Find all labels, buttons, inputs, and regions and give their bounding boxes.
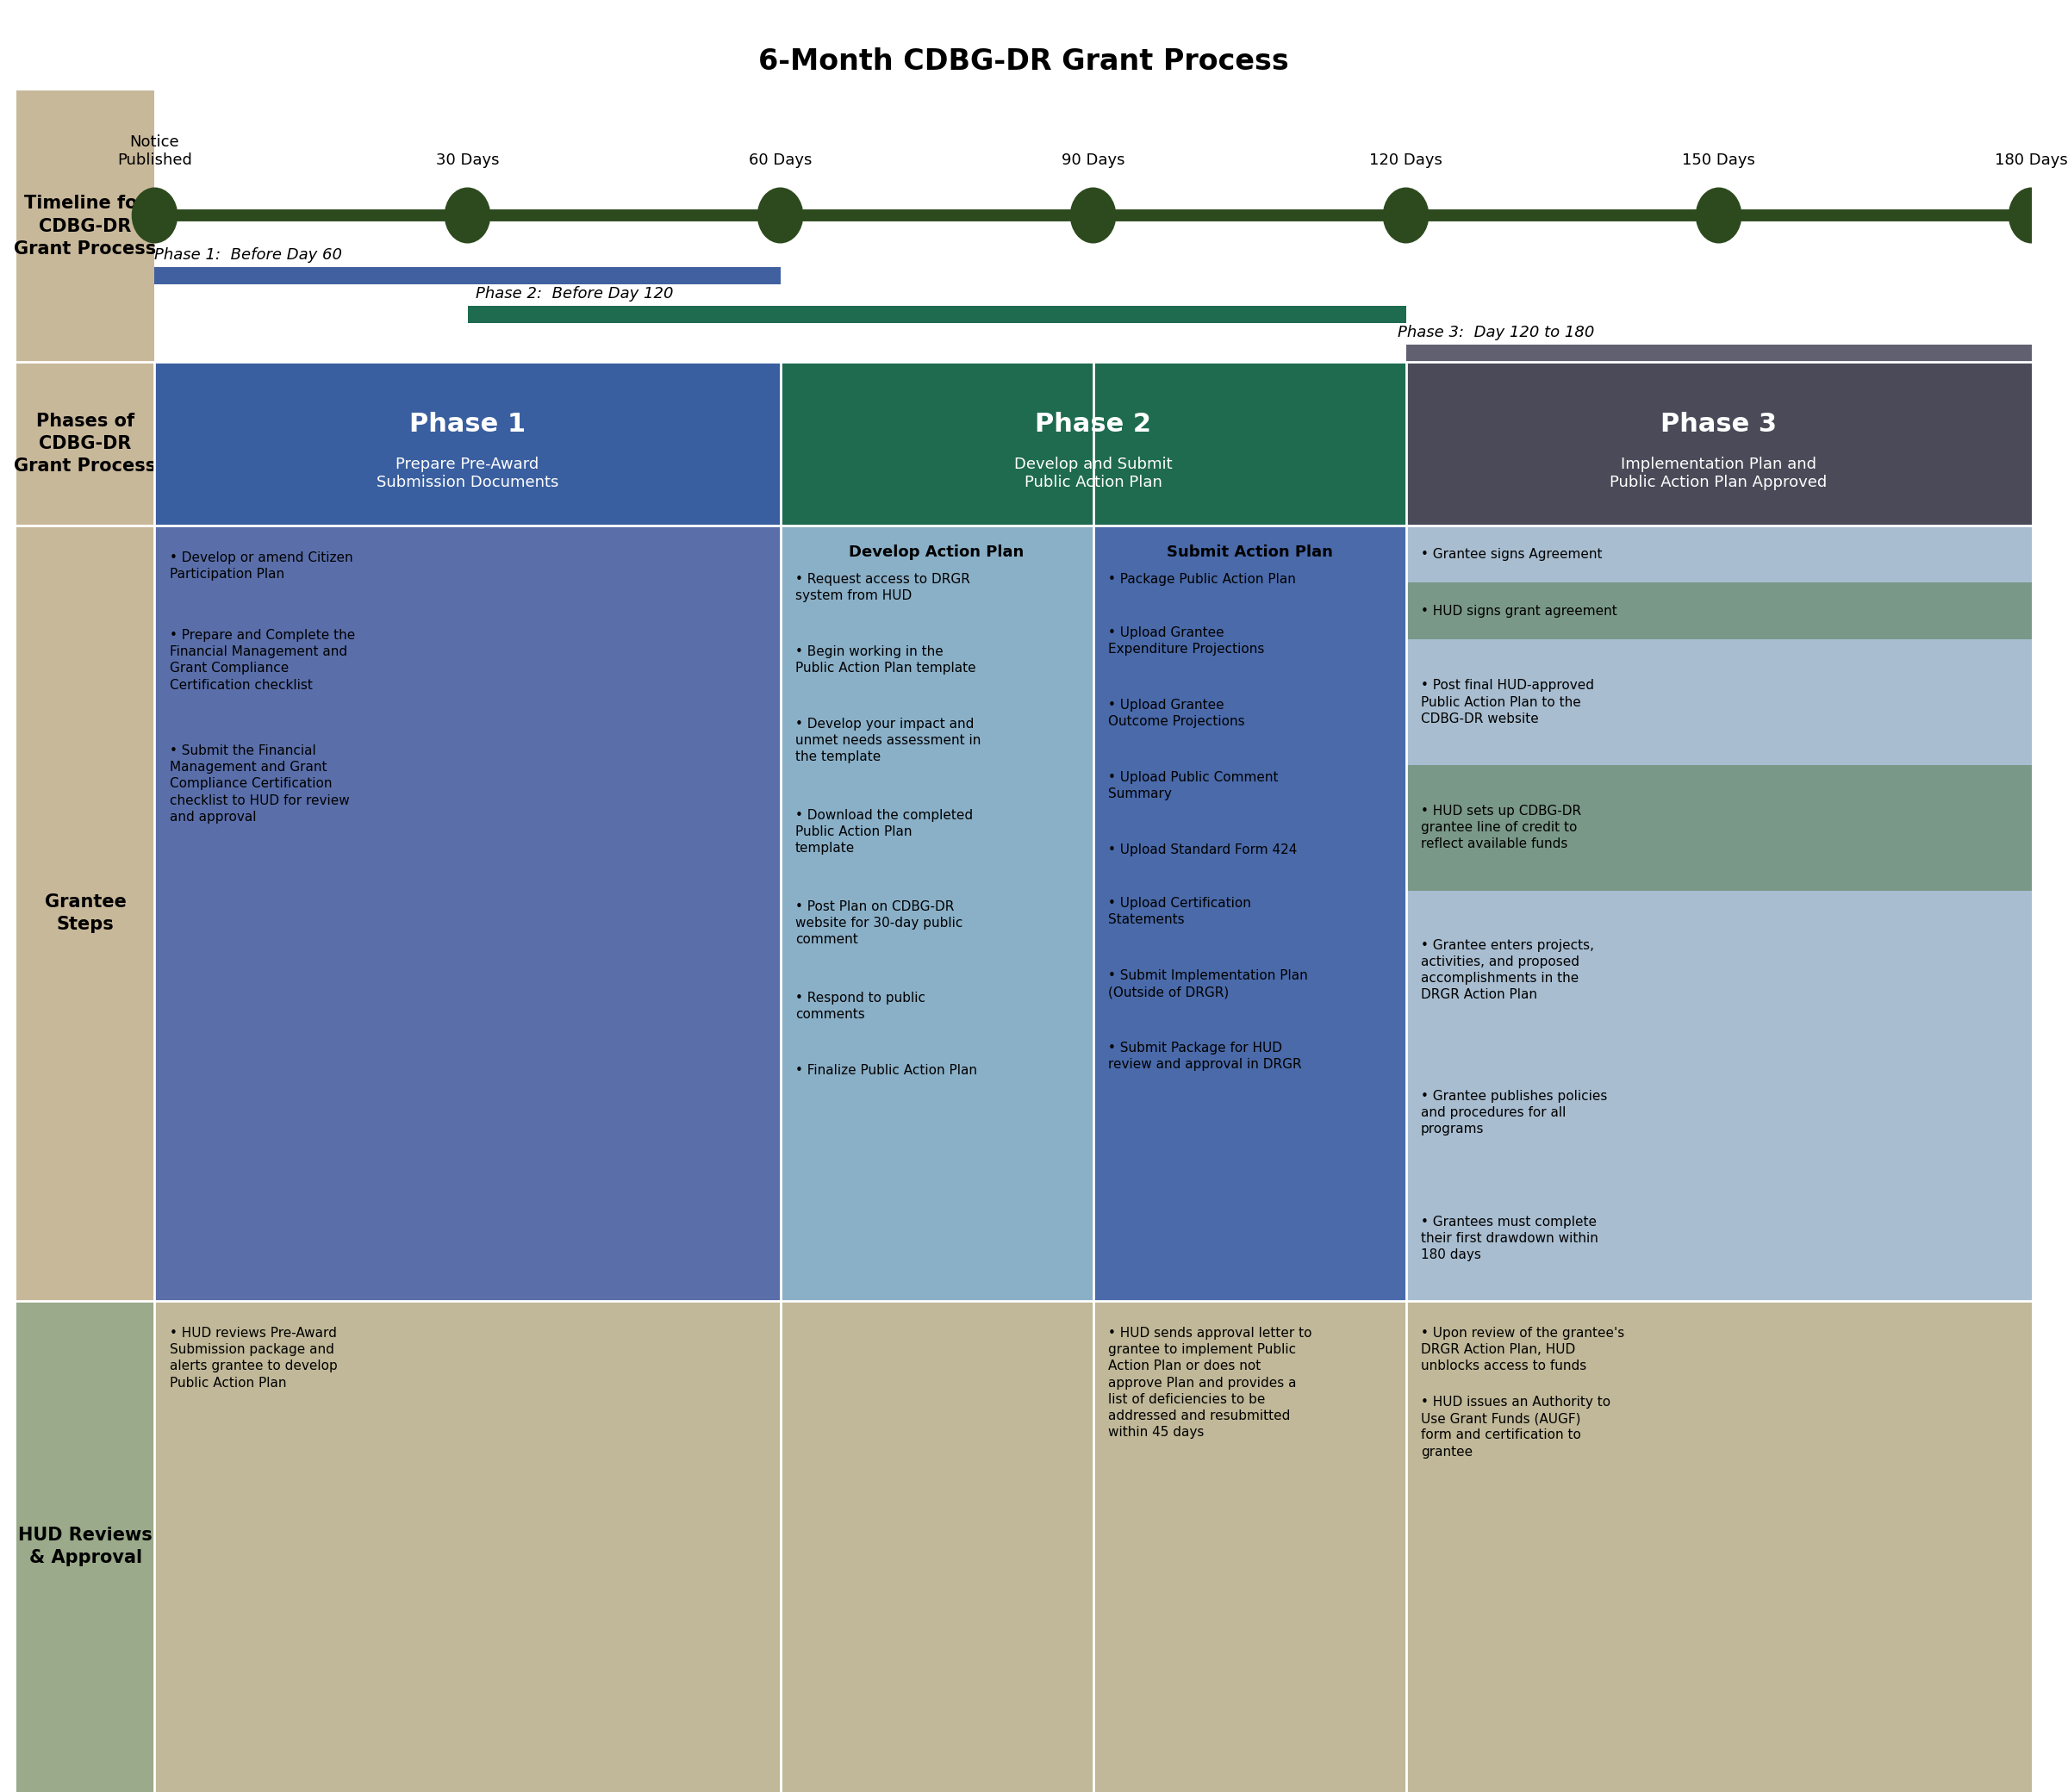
Text: • Submit Package for HUD
review and approval in DRGR: • Submit Package for HUD review and appr… bbox=[1108, 1041, 1301, 1072]
Ellipse shape bbox=[1069, 188, 1117, 244]
Bar bbox=[1406, 1176, 2031, 1301]
Text: Phase 3: Phase 3 bbox=[1661, 412, 1776, 437]
Text: 60 Days: 60 Days bbox=[749, 152, 813, 168]
Bar bbox=[780, 525, 1094, 1301]
Text: • Grantees must complete
their first drawdown within
180 days: • Grantees must complete their first dra… bbox=[1421, 1215, 1599, 1262]
Text: • Package Public Action Plan: • Package Public Action Plan bbox=[1108, 573, 1297, 586]
Text: Phase 2: Phase 2 bbox=[1034, 412, 1152, 437]
Bar bbox=[155, 525, 780, 1301]
Text: Implementation Plan and
Public Action Plan Approved: Implementation Plan and Public Action Pl… bbox=[1611, 457, 1828, 489]
Bar bbox=[17, 362, 155, 525]
Text: 120 Days: 120 Days bbox=[1369, 152, 1443, 168]
Bar bbox=[155, 267, 780, 285]
Text: • Develop your impact and
unmet needs assessment in
the template: • Develop your impact and unmet needs as… bbox=[796, 717, 980, 763]
Bar bbox=[1406, 891, 2031, 1050]
Bar bbox=[17, 0, 2031, 90]
Text: Phase 1:  Before Day 60: Phase 1: Before Day 60 bbox=[155, 247, 343, 263]
Text: HUD Reviews
& Approval: HUD Reviews & Approval bbox=[19, 1527, 153, 1566]
Text: • Finalize Public Action Plan: • Finalize Public Action Plan bbox=[796, 1064, 978, 1077]
Text: Notice
Published: Notice Published bbox=[118, 134, 192, 168]
Text: 30 Days: 30 Days bbox=[436, 152, 498, 168]
Text: • Grantee signs Agreement: • Grantee signs Agreement bbox=[1421, 548, 1603, 561]
Ellipse shape bbox=[445, 188, 490, 244]
Text: • Post final HUD-approved
Public Action Plan to the
CDBG-DR website: • Post final HUD-approved Public Action … bbox=[1421, 679, 1594, 726]
Text: Prepare Pre-Award
Submission Documents: Prepare Pre-Award Submission Documents bbox=[376, 457, 558, 489]
Text: • Grantee enters projects,
activities, and proposed
accomplishments in the
DRGR : • Grantee enters projects, activities, a… bbox=[1421, 939, 1594, 1002]
Bar bbox=[1406, 1301, 2031, 1792]
Text: Phase 3:  Day 120 to 180: Phase 3: Day 120 to 180 bbox=[1398, 324, 1594, 340]
Text: • Respond to public
comments: • Respond to public comments bbox=[796, 991, 926, 1021]
Ellipse shape bbox=[757, 188, 802, 244]
Bar bbox=[1406, 1050, 2031, 1176]
Text: • Begin working in the
Public Action Plan template: • Begin working in the Public Action Pla… bbox=[796, 645, 976, 676]
Bar bbox=[17, 525, 155, 1301]
Bar bbox=[1406, 525, 2031, 582]
Text: 180 Days: 180 Days bbox=[1996, 152, 2068, 168]
Text: • HUD sets up CDBG-DR
grantee line of credit to
reflect available funds: • HUD sets up CDBG-DR grantee line of cr… bbox=[1421, 805, 1582, 851]
Text: 6-Month CDBG-DR Grant Process: 6-Month CDBG-DR Grant Process bbox=[759, 47, 1288, 75]
Text: Phases of
CDBG-DR
Grant Process: Phases of CDBG-DR Grant Process bbox=[14, 412, 157, 475]
Bar bbox=[17, 90, 155, 362]
Text: • Upon review of the grantee's
DRGR Action Plan, HUD
unblocks access to funds: • Upon review of the grantee's DRGR Acti… bbox=[1421, 1326, 1625, 1373]
Text: Grantee
Steps: Grantee Steps bbox=[45, 892, 126, 934]
Text: • Upload Grantee
Outcome Projections: • Upload Grantee Outcome Projections bbox=[1108, 699, 1245, 728]
Text: • Develop or amend Citizen
Participation Plan: • Develop or amend Citizen Participation… bbox=[170, 552, 354, 581]
Bar bbox=[1406, 765, 2031, 891]
Text: • Download the completed
Public Action Plan
template: • Download the completed Public Action P… bbox=[796, 808, 974, 855]
Bar bbox=[1406, 640, 2031, 765]
Bar bbox=[155, 362, 780, 525]
Text: • HUD signs grant agreement: • HUD signs grant agreement bbox=[1421, 604, 1617, 618]
Text: • HUD issues an Authority to
Use Grant Funds (AUGF)
form and certification to
gr: • HUD issues an Authority to Use Grant F… bbox=[1421, 1396, 1611, 1459]
Text: • Post Plan on CDBG-DR
website for 30-day public
comment: • Post Plan on CDBG-DR website for 30-da… bbox=[796, 900, 964, 946]
Bar bbox=[17, 1301, 155, 1792]
Text: Phase 1: Phase 1 bbox=[409, 412, 525, 437]
Ellipse shape bbox=[1383, 188, 1429, 244]
Text: • HUD reviews Pre-Award
Submission package and
alerts grantee to develop
Public : • HUD reviews Pre-Award Submission packa… bbox=[170, 1326, 337, 1389]
Text: • Submit Implementation Plan
(Outside of DRGR): • Submit Implementation Plan (Outside of… bbox=[1108, 969, 1307, 998]
Text: 150 Days: 150 Days bbox=[1681, 152, 1756, 168]
Text: • Prepare and Complete the
Financial Management and
Grant Compliance
Certificati: • Prepare and Complete the Financial Man… bbox=[170, 629, 356, 692]
Ellipse shape bbox=[132, 188, 178, 244]
Text: Develop and Submit
Public Action Plan: Develop and Submit Public Action Plan bbox=[1013, 457, 1173, 489]
Ellipse shape bbox=[1696, 188, 1741, 244]
Text: • Grantee publishes policies
and procedures for all
programs: • Grantee publishes policies and procedu… bbox=[1421, 1090, 1607, 1136]
Bar bbox=[1094, 1301, 1406, 1792]
Ellipse shape bbox=[2008, 188, 2056, 244]
Bar bbox=[1406, 582, 2031, 640]
Text: Phase 2:  Before Day 120: Phase 2: Before Day 120 bbox=[476, 287, 674, 301]
Text: • Upload Grantee
Expenditure Projections: • Upload Grantee Expenditure Projections bbox=[1108, 627, 1264, 656]
Text: Submit Action Plan: Submit Action Plan bbox=[1166, 545, 1332, 561]
Text: Develop Action Plan: Develop Action Plan bbox=[850, 545, 1024, 561]
Bar bbox=[1406, 362, 2031, 525]
Text: • Submit the Financial
Management and Grant
Compliance Certification
checklist t: • Submit the Financial Management and Gr… bbox=[170, 744, 349, 824]
Bar bbox=[780, 1301, 1094, 1792]
Text: Timeline for
CDBG-DR
Grant Process: Timeline for CDBG-DR Grant Process bbox=[14, 195, 157, 258]
Bar bbox=[155, 90, 2031, 362]
Bar bbox=[467, 306, 1406, 323]
Text: • HUD sends approval letter to
grantee to implement Public
Action Plan or does n: • HUD sends approval letter to grantee t… bbox=[1108, 1326, 1311, 1439]
Text: • Upload Standard Form 424: • Upload Standard Form 424 bbox=[1108, 844, 1297, 857]
Text: • Upload Certification
Statements: • Upload Certification Statements bbox=[1108, 896, 1251, 926]
Text: • Request access to DRGR
system from HUD: • Request access to DRGR system from HUD bbox=[796, 573, 970, 602]
Bar bbox=[780, 362, 1406, 525]
Bar bbox=[1094, 525, 1406, 1301]
Bar bbox=[1406, 344, 2031, 362]
Bar bbox=[155, 1301, 780, 1792]
Text: 90 Days: 90 Days bbox=[1061, 152, 1125, 168]
Text: • Upload Public Comment
Summary: • Upload Public Comment Summary bbox=[1108, 771, 1278, 801]
